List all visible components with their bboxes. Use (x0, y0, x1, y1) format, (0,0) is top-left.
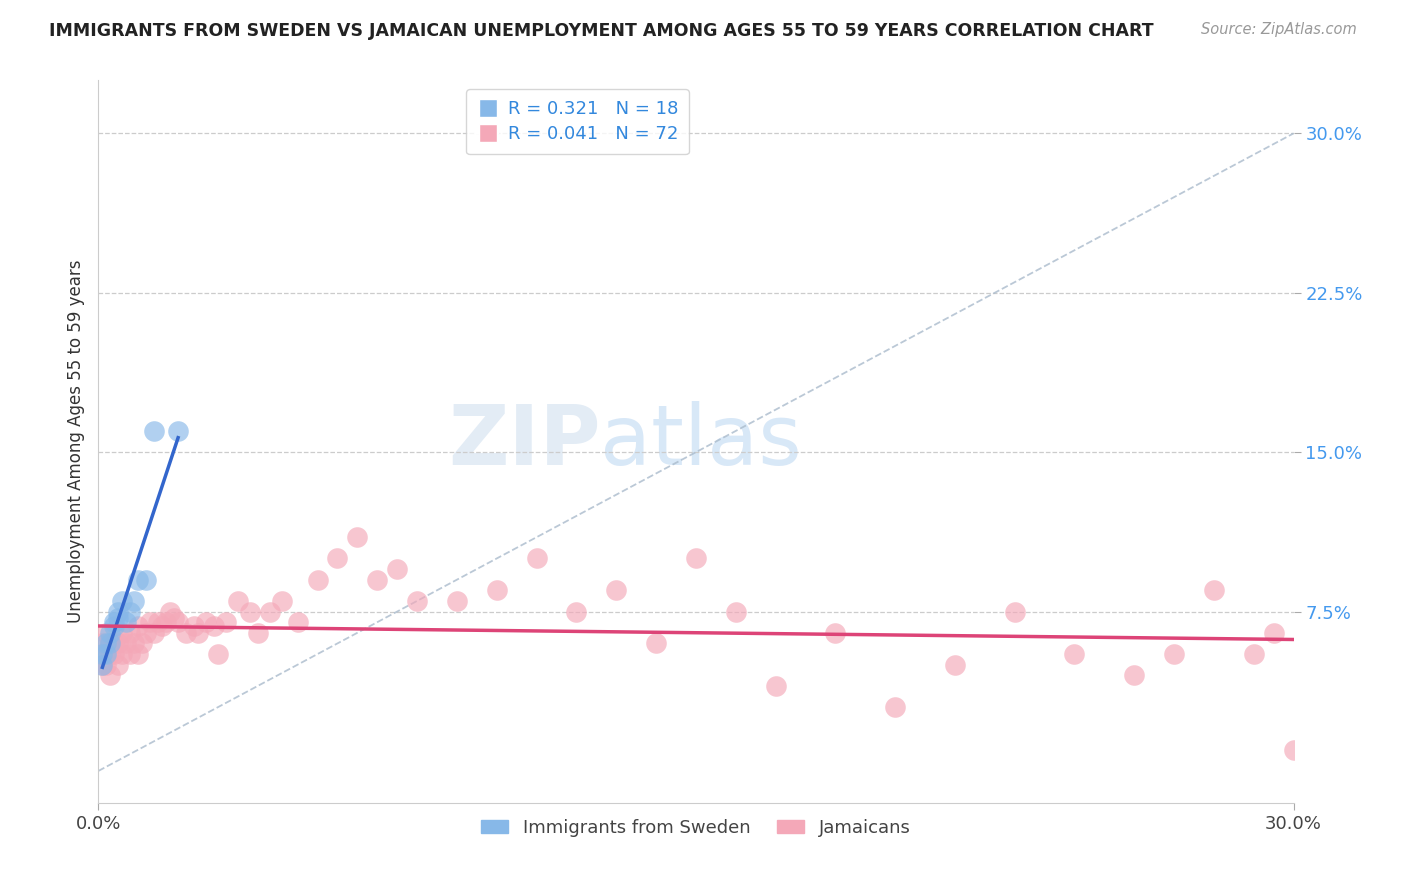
Point (183, 619, 205, 633)
Point (246, 625, 269, 640)
Point (1004, 605, 1026, 619)
Point (148, 615, 170, 630)
Point (107, 605, 129, 619)
Point (127, 647, 149, 661)
Point (107, 636, 129, 650)
Point (91, 657, 114, 672)
Point (824, 625, 846, 640)
Point (765, 679, 787, 693)
Point (385, 562, 409, 576)
Point (1343, 647, 1365, 661)
Point (1322, 647, 1344, 661)
Point (159, 605, 181, 619)
Point (195, 615, 218, 630)
Point (287, 615, 309, 630)
Point (150, 619, 173, 633)
Point (207, 647, 229, 661)
Point (943, 657, 966, 672)
Point (485, 583, 508, 598)
Text: ZIP: ZIP (449, 401, 600, 482)
Point (91, 636, 114, 650)
Point (91, 657, 114, 672)
Point (143, 625, 166, 640)
Point (1362, 594, 1385, 608)
Point (1163, 647, 1185, 661)
Point (226, 594, 249, 608)
Point (124, 594, 146, 608)
Point (103, 615, 125, 630)
Point (96, 657, 118, 672)
Text: Source: ZipAtlas.com: Source: ZipAtlas.com (1201, 22, 1357, 37)
Point (167, 424, 190, 438)
Point (98, 636, 122, 650)
Point (1123, 668, 1146, 682)
Y-axis label: Unemployment Among Ages 55 to 59 years: Unemployment Among Ages 55 to 59 years (66, 260, 84, 624)
Point (645, 636, 668, 650)
Point (685, 551, 707, 566)
Point (127, 619, 149, 633)
Point (163, 611, 186, 625)
Point (139, 615, 162, 630)
Point (307, 573, 329, 587)
Point (127, 573, 149, 587)
Point (98, 625, 122, 640)
Text: atlas: atlas (600, 401, 801, 482)
Point (120, 625, 142, 640)
Point (135, 573, 157, 587)
Point (259, 605, 281, 619)
Point (96, 636, 118, 650)
Point (96, 625, 118, 640)
Point (107, 611, 129, 625)
Point (91, 647, 114, 661)
Point (103, 619, 125, 633)
Point (1243, 647, 1265, 661)
Point (115, 636, 138, 650)
Point (1282, 742, 1305, 756)
Point (326, 551, 349, 566)
Point (107, 657, 129, 672)
Point (1263, 625, 1285, 640)
Point (526, 551, 548, 566)
Text: IMMIGRANTS FROM SWEDEN VS JAMAICAN UNEMPLOYMENT AMONG AGES 55 TO 59 YEARS CORREL: IMMIGRANTS FROM SWEDEN VS JAMAICAN UNEMP… (49, 22, 1154, 40)
Point (120, 647, 142, 661)
Point (120, 605, 142, 619)
Point (98, 668, 122, 682)
Point (346, 530, 368, 544)
Point (366, 573, 388, 587)
Point (91, 647, 114, 661)
Point (111, 625, 134, 640)
Point (202, 619, 225, 633)
Point (98, 647, 122, 661)
Point (406, 594, 429, 608)
Point (167, 615, 190, 630)
Point (155, 615, 177, 630)
Point (1063, 647, 1085, 661)
Point (605, 583, 627, 598)
Legend: Immigrants from Sweden, Jamaicans: Immigrants from Sweden, Jamaicans (474, 812, 918, 845)
Point (239, 605, 262, 619)
Point (115, 615, 138, 630)
Point (111, 647, 134, 661)
Point (215, 615, 238, 630)
Point (96, 647, 118, 661)
Point (143, 424, 166, 438)
Point (103, 636, 125, 650)
Point (131, 636, 153, 650)
Point (884, 700, 907, 714)
Point (270, 594, 292, 608)
Point (135, 625, 157, 640)
Point (187, 625, 209, 640)
Point (103, 647, 125, 661)
Point (724, 605, 747, 619)
Point (565, 605, 588, 619)
Point (1202, 583, 1225, 598)
Point (98, 636, 122, 650)
Point (174, 625, 197, 640)
Point (446, 594, 468, 608)
Point (124, 636, 146, 650)
Point (111, 594, 134, 608)
